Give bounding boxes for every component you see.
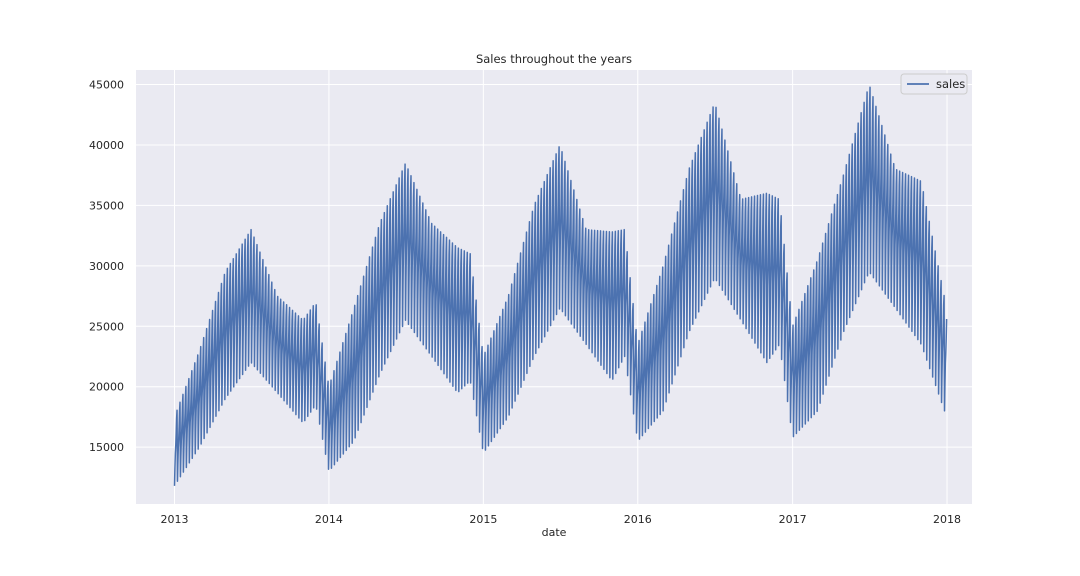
x-tick-label: 2018 bbox=[933, 513, 961, 526]
x-tick-label: 2013 bbox=[161, 513, 189, 526]
y-tick-label: 25000 bbox=[89, 320, 124, 333]
series-line-sales bbox=[173, 86, 948, 486]
y-tick-label: 35000 bbox=[89, 199, 124, 212]
y-tick-label: 15000 bbox=[89, 441, 124, 454]
x-tick-label: 2017 bbox=[779, 513, 807, 526]
legend: sales bbox=[900, 73, 968, 95]
series-sales bbox=[173, 86, 948, 486]
x-tick-label: 2014 bbox=[315, 513, 343, 526]
x-tick-label: 2016 bbox=[624, 513, 652, 526]
legend-box bbox=[900, 73, 968, 95]
y-tick-label: 20000 bbox=[89, 381, 124, 394]
y-axis-ticks: 15000 20000 25000 30000 35000 40000 45000 bbox=[89, 79, 124, 455]
y-tick-label: 40000 bbox=[89, 139, 124, 152]
legend-label-sales: sales bbox=[936, 77, 965, 91]
y-tick-label: 30000 bbox=[89, 260, 124, 273]
x-axis-label: date bbox=[542, 526, 567, 539]
x-axis-ticks: 2013 2014 2015 2016 2017 2018 bbox=[161, 513, 962, 526]
chart-title: Sales throughout the years bbox=[476, 52, 632, 66]
y-tick-label: 45000 bbox=[89, 79, 124, 92]
x-tick-label: 2015 bbox=[469, 513, 497, 526]
